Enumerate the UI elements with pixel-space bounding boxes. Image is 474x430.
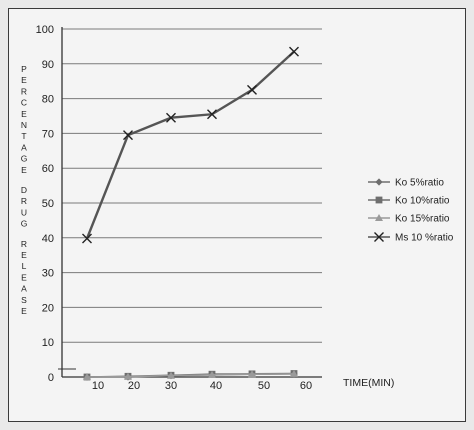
y-axis-label-letter: C — [21, 98, 27, 108]
legend-item: Ms 10 %ratio — [368, 232, 454, 244]
series-triangle — [83, 369, 298, 380]
axes — [58, 27, 322, 378]
legend-item: Ko 15%ratio — [368, 214, 450, 225]
series-x — [82, 46, 299, 244]
x-tick-labels: 10 20 30 40 50 60 — [92, 380, 312, 392]
y-tick-label: 90 — [42, 59, 54, 71]
data-point-triangle — [248, 370, 256, 378]
data-point-x — [374, 232, 384, 242]
y-tick-label: 20 — [42, 302, 54, 314]
y-axis-label-letter: E — [21, 75, 27, 85]
y-tick-label: 60 — [42, 163, 54, 175]
y-tick-labels: 0 10 20 30 40 50 60 70 80 90 100 — [36, 24, 54, 384]
y-axis-label-letter: S — [21, 295, 27, 305]
data-point-triangle — [290, 369, 298, 377]
y-axis-label-letter: G — [21, 154, 28, 164]
y-tick-label: 80 — [42, 94, 54, 106]
x-tick-label: 30 — [165, 380, 177, 392]
series-line — [85, 50, 295, 239]
y-axis-label-letter: P — [21, 64, 27, 74]
data-point-x — [207, 109, 217, 120]
data-point-square — [375, 196, 383, 204]
series-line — [86, 373, 295, 378]
y-tick-label: 50 — [42, 198, 54, 210]
y-tick-label: 100 — [36, 24, 54, 36]
data-point-x — [123, 130, 133, 141]
y-axis-label-letter: E — [21, 109, 27, 119]
series-group — [82, 46, 299, 381]
y-axis-label-letter: N — [21, 120, 27, 130]
data-point-x — [166, 112, 176, 123]
x-tick-label: 10 — [92, 380, 104, 392]
x-tick-label: 60 — [300, 380, 312, 392]
data-point-x — [247, 84, 257, 95]
legend-label: Ko 5%ratio — [395, 178, 444, 189]
y-axis-label-letter: R — [21, 86, 27, 96]
x-tick-label: 40 — [210, 380, 222, 392]
y-axis-label-letter: R — [21, 196, 27, 206]
data-point-triangle — [167, 371, 175, 379]
data-point-triangle — [83, 373, 91, 380]
legend-item: Ko 10%ratio — [368, 196, 450, 207]
y-axis-label-letter: E — [21, 306, 27, 316]
x-axis-label: TIME(MIN) — [343, 377, 394, 389]
legend-label: Ko 15%ratio — [395, 214, 450, 225]
y-axis-label-letter: D — [21, 185, 27, 195]
x-tick-label: 50 — [258, 380, 270, 392]
y-tick-label: 10 — [42, 337, 54, 349]
y-axis-label-letter: A — [21, 142, 27, 152]
y-axis-label-letter: T — [21, 131, 26, 141]
y-axis-label-letter: L — [22, 261, 27, 271]
data-point-x — [289, 46, 299, 57]
y-axis-label-letter: A — [21, 284, 27, 294]
legend-item: Ko 5%ratio — [368, 178, 444, 189]
chart-frame — [8, 8, 466, 422]
data-point-triangle — [208, 370, 216, 378]
x-tick-label: 20 — [128, 380, 140, 392]
y-axis-label-letter: G — [21, 219, 28, 229]
y-axis-label-letter: E — [21, 250, 27, 260]
y-tick-label: 70 — [42, 128, 54, 140]
y-axis-label-letter: E — [21, 272, 27, 282]
legend-label: Ko 10%ratio — [395, 196, 450, 207]
gridlines — [62, 28, 322, 343]
data-point-x — [82, 233, 92, 244]
data-point-triangle — [375, 214, 383, 221]
legend: Ko 5%ratio Ko 10%ratio Ko 15%ratio Ms 10 %r… — [368, 178, 454, 244]
y-axis-label-letter: R — [21, 239, 27, 249]
y-tick-label: 30 — [42, 268, 54, 280]
data-point-triangle — [124, 372, 132, 380]
legend-label: Ms 10 %ratio — [395, 233, 454, 244]
y-tick-label: 40 — [42, 233, 54, 245]
y-tick-label: 0 — [48, 372, 54, 384]
data-point-diamond — [375, 178, 383, 186]
y-axis-label-letter: U — [21, 207, 27, 217]
y-axis-label-letter: E — [21, 165, 27, 175]
